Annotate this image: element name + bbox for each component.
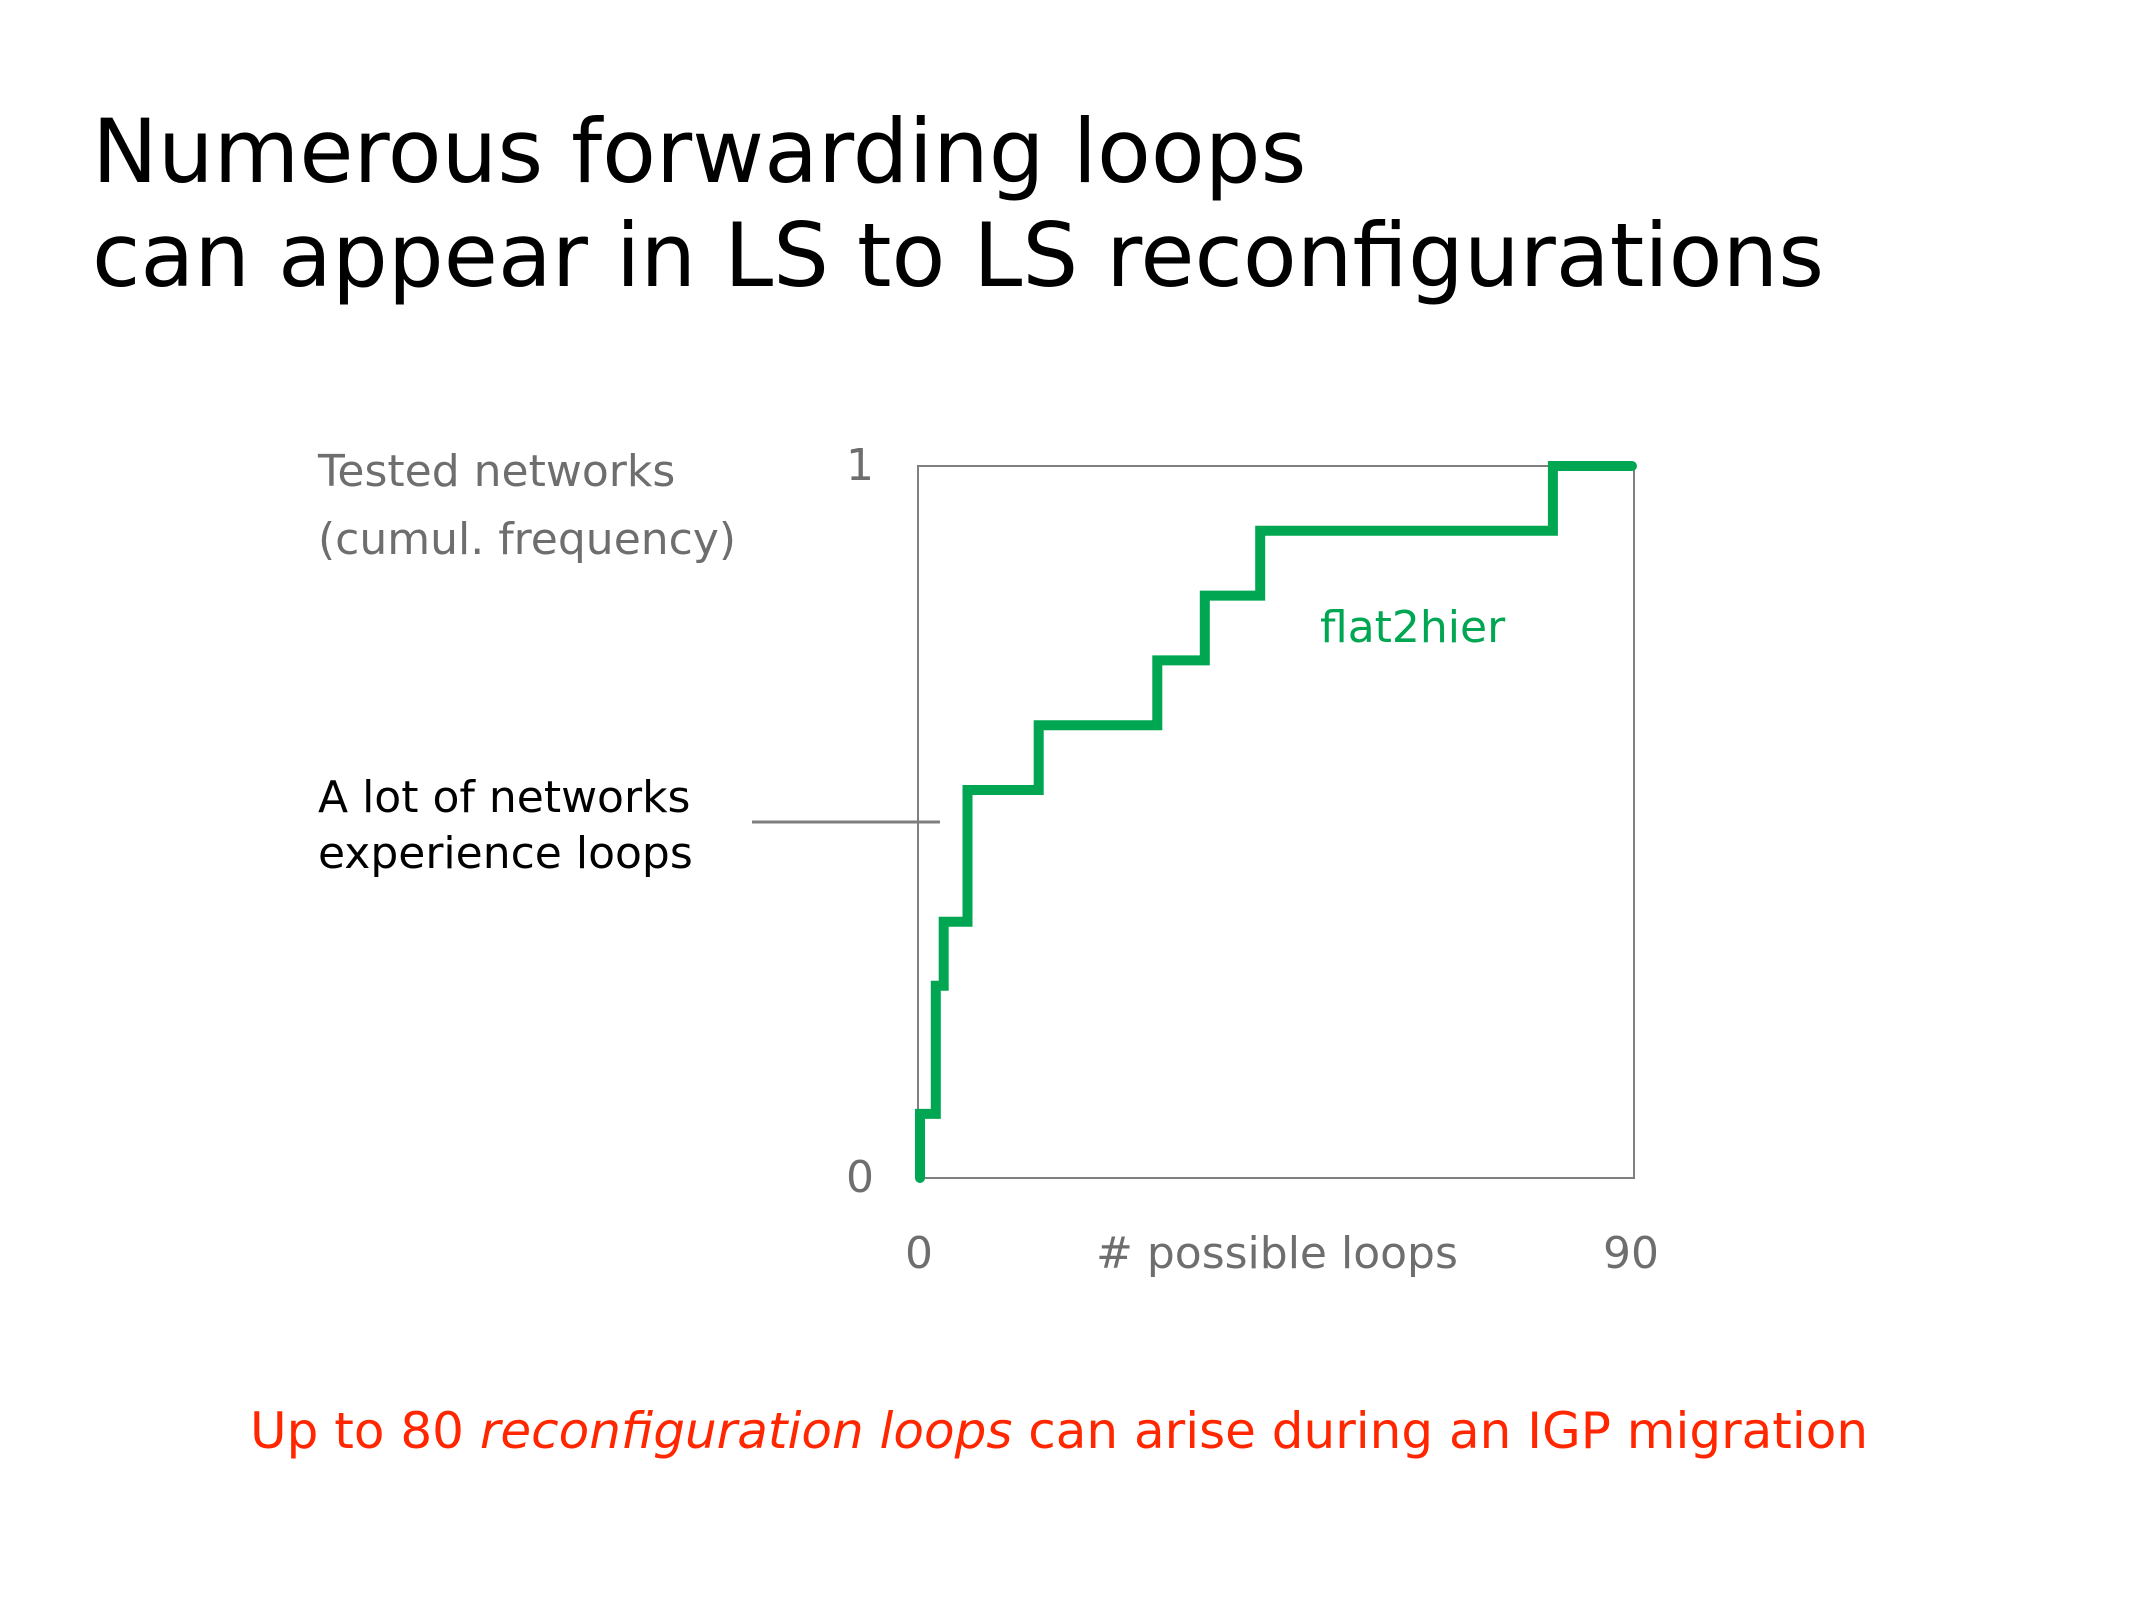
x-tick-90: 90 xyxy=(1603,1228,1659,1279)
footer-text-pre: Up to 80 xyxy=(250,1402,480,1460)
title-line-1: Numerous forwarding loops xyxy=(92,100,1307,203)
annotation-line-1: A lot of networks xyxy=(318,772,691,823)
y-axis-label-line-1: Tested networks xyxy=(318,446,676,497)
footer-text-emphasis: reconfiguration loops xyxy=(479,1402,1013,1460)
annotation-line-2: experience loops xyxy=(318,828,693,879)
y-tick-0: 0 xyxy=(846,1152,874,1203)
title-line-2: can appear in LS to LS reconfigurations xyxy=(92,204,1825,307)
footer-text-post: can arise during an IGP migration xyxy=(1012,1402,1869,1460)
slide-title: Numerous forwarding loops can appear in … xyxy=(92,100,1824,308)
series-label-flat2hier: flat2hier xyxy=(1320,602,1506,653)
series-line-flat2hier xyxy=(915,461,1637,1183)
y-axis-label: Tested networks (cumul. frequency) xyxy=(318,438,736,574)
y-axis-label-line-2: (cumul. frequency) xyxy=(318,514,737,565)
y-tick-1: 1 xyxy=(846,440,874,491)
plot-frame xyxy=(917,465,1635,1179)
annotation: A lot of networks experience loops xyxy=(318,770,693,882)
x-axis-label: # possible loops xyxy=(1096,1228,1458,1279)
footer-note: Up to 80 reconfiguration loops can arise… xyxy=(250,1402,1868,1460)
x-tick-0: 0 xyxy=(905,1228,933,1279)
